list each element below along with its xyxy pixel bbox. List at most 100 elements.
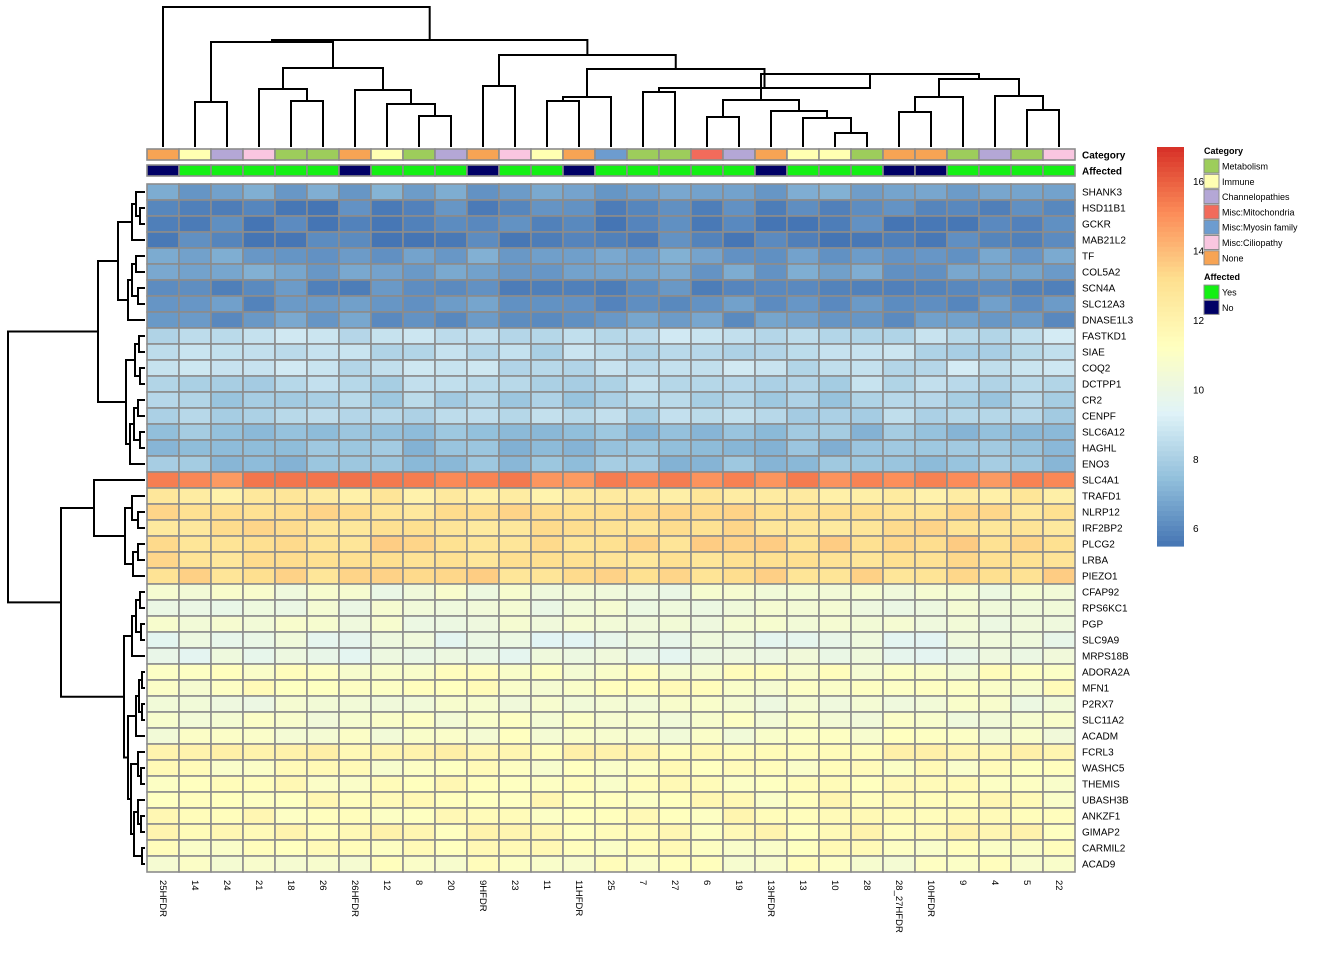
heatmap-cell-PLCG2-8 [402, 535, 436, 553]
heatmap-cell-HAGHL-21 [242, 439, 276, 457]
heatmap-cell-FCRL3-27 [658, 743, 692, 761]
heatmap-cell-PGP-9HFDR [466, 615, 500, 633]
column-label-9: 9 [957, 880, 968, 885]
heatmap-cell-ACAD9-10HFDR [914, 855, 948, 873]
heatmap-cell-P2RX7-7 [626, 695, 660, 713]
heatmap-cell-MRPS18B-28_27HFDR [882, 647, 916, 665]
heatmap-cell-UBASH3B-10HFDR [914, 791, 948, 809]
heatmap-cell-THEMIS-28_27HFDR [882, 775, 916, 793]
heatmap-cell-IRF2BP2-10 [818, 519, 852, 537]
heatmap-cell-ADORA2A-12 [370, 663, 404, 681]
heatmap-cell-CR2-11 [530, 391, 564, 409]
heatmap-cell-THEMIS-19 [722, 775, 756, 793]
heatmap-cell-PLCG2-27 [658, 535, 692, 553]
heatmap-cell-ENO3-10HFDR [914, 455, 948, 473]
heatmap-cell-ENO3-13 [786, 455, 820, 473]
heatmap-cell-MAB21L2-24 [210, 231, 244, 249]
heatmap-cell-SLC12A3-28 [850, 295, 884, 313]
heatmap-cell-MRPS18B-26HFDR [338, 647, 372, 665]
heatmap-cell-PLCG2-26HFDR [338, 535, 372, 553]
heatmap-cell-THEMIS-7 [626, 775, 660, 793]
heatmap-cell-SLC4A1-21 [242, 471, 276, 489]
heatmap-cell-MRPS18B-10HFDR [914, 647, 948, 665]
heatmap-cell-RPS6KC1-11HFDR [562, 599, 596, 617]
heatmap-cell-THEMIS-28 [850, 775, 884, 793]
heatmap-cell-FCRL3-13 [786, 743, 820, 761]
heatmap-cell-ANKZF1-26 [306, 807, 340, 825]
heatmap-cell-ANKZF1-25 [594, 807, 628, 825]
heatmap-cell-CR2-19 [722, 391, 756, 409]
heatmap-cell-MAB21L2-25HFDR [146, 231, 180, 249]
heatmap-cell-CENPF-20 [434, 407, 468, 425]
heatmap-cell-MRPS18B-9HFDR [466, 647, 500, 665]
heatmap-cell-CR2-6 [690, 391, 724, 409]
heatmap-cell-IRF2BP2-9 [946, 519, 980, 537]
row-label-UBASH3B: UBASH3B [1082, 796, 1129, 807]
heatmap-cell-DNASE1L3-26 [306, 311, 340, 329]
heatmap-cell-GIMAP2-18 [274, 823, 308, 841]
heatmap-cell-PLCG2-11 [530, 535, 564, 553]
heatmap-cell-SLC6A12-20 [434, 423, 468, 441]
heatmap-cell-CR2-4 [978, 391, 1012, 409]
heatmap-cell-NLRP12-23 [498, 503, 532, 521]
annotation-cell-category-11HFDR [562, 148, 596, 161]
heatmap-cell-ACAD9-7 [626, 855, 660, 873]
row-label-WASHC5: WASHC5 [1082, 764, 1125, 775]
heatmap-cell-HSD11B1-10 [818, 199, 852, 217]
color-scale-segment [1157, 396, 1184, 402]
heatmap-cell-SIAE-4 [978, 343, 1012, 361]
heatmap-cell-SCN4A-11 [530, 279, 564, 297]
heatmap-cell-SLC9A9-18 [274, 631, 308, 649]
heatmap-cell-ANKZF1-8 [402, 807, 436, 825]
color-scale-segment [1157, 356, 1184, 363]
heatmap-cell-IRF2BP2-12 [370, 519, 404, 537]
heatmap-cell-FASTKD1-14 [178, 327, 212, 345]
color-scale-segment [1157, 296, 1184, 303]
heatmap-cell-IRF2BP2-7 [626, 519, 660, 537]
heatmap-cell-ANKZF1-12 [370, 807, 404, 825]
row-dendrogram-link [140, 623, 145, 641]
heatmap-cell-FCRL3-19 [722, 743, 756, 761]
color-scale-segment [1157, 521, 1184, 527]
heatmap-cell-THEMIS-13 [786, 775, 820, 793]
heatmap-cell-HSD11B1-22 [1042, 199, 1076, 217]
heatmap-cell-DCTPP1-4 [978, 375, 1012, 393]
heatmap-cell-IRF2BP2-28 [850, 519, 884, 537]
heatmap-cell-SLC12A3-27 [658, 295, 692, 313]
heatmap-cell-ACAD9-25HFDR [146, 855, 180, 873]
heatmap-cell-SLC6A12-10HFDR [914, 423, 948, 441]
heatmap-cell-RPS6KC1-4 [978, 599, 1012, 617]
heatmap-cell-HSD11B1-19 [722, 199, 756, 217]
annotation-cell-category-19 [722, 148, 756, 161]
heatmap-cell-TRAFD1-23 [498, 487, 532, 505]
heatmap-cell-GCKR-27 [658, 215, 692, 233]
row-dendrogram-link [137, 287, 145, 305]
annotation-cell-category-24 [210, 148, 244, 161]
heatmap-cell-ACADM-10 [818, 727, 852, 745]
annotation-cell-category-14 [178, 148, 212, 161]
heatmap-cell-TRAFD1-25HFDR [146, 487, 180, 505]
annotation-cell-affected-23 [498, 164, 532, 177]
heatmap-cell-PLCG2-10 [818, 535, 852, 553]
heatmap-cell-CENPF-9 [946, 407, 980, 425]
heatmap-cell-ENO3-18 [274, 455, 308, 473]
heatmap-cell-CR2-28_27HFDR [882, 391, 916, 409]
heatmap-cell-MFN1-13HFDR [754, 679, 788, 697]
heatmap-cell-FASTKD1-9 [946, 327, 980, 345]
heatmap-cell-MFN1-8 [402, 679, 436, 697]
heatmap-cell-ANKZF1-23 [498, 807, 532, 825]
heatmap-cell-SHANK3-7 [626, 183, 660, 201]
row-label-SIAE: SIAE [1082, 348, 1105, 359]
heatmap-cell-SLC9A9-26 [306, 631, 340, 649]
heatmap-cell-SLC12A3-11HFDR [562, 295, 596, 313]
heatmap-cell-FCRL3-12 [370, 743, 404, 761]
heatmap-cell-CENPF-11 [530, 407, 564, 425]
heatmap-cell-ADORA2A-25 [594, 663, 628, 681]
heatmap-cell-ACADM-14 [178, 727, 212, 745]
heatmap-cell-HAGHL-13 [786, 439, 820, 457]
heatmap-cell-PIEZO1-25HFDR [146, 567, 180, 585]
heatmap-cell-SLC9A9-10HFDR [914, 631, 948, 649]
heatmap-cell-SLC12A3-13 [786, 295, 820, 313]
heatmap-cell-P2RX7-20 [434, 695, 468, 713]
heatmap-cell-CFAP92-25HFDR [146, 583, 180, 601]
